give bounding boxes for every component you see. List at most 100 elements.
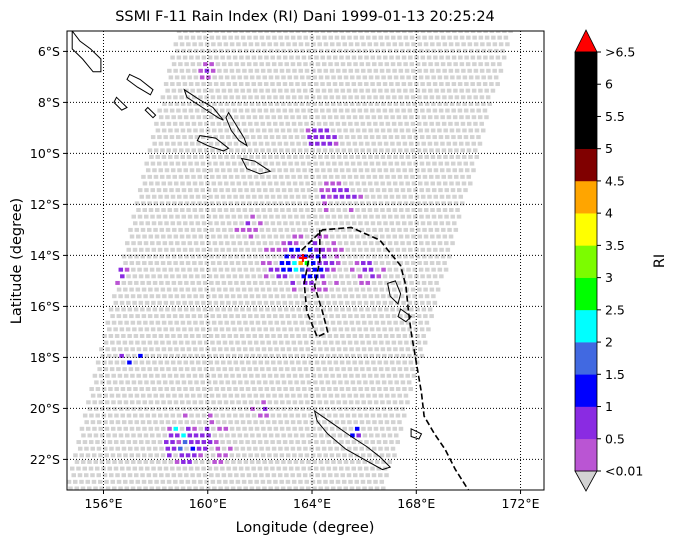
no-rain-cell — [163, 161, 168, 166]
no-rain-cell — [109, 420, 114, 425]
no-rain-cell — [170, 221, 176, 226]
no-rain-cell — [305, 208, 310, 212]
no-rain-cell — [345, 300, 350, 305]
no-rain-cell — [369, 241, 374, 246]
no-rain-cell — [452, 31, 457, 33]
no-rain-cell — [249, 347, 254, 352]
no-rain-cell — [360, 95, 366, 100]
no-rain-cell — [426, 55, 432, 60]
no-rain-cell — [400, 188, 406, 193]
no-rain-cell — [257, 82, 263, 87]
no-rain-cell — [217, 261, 222, 266]
no-rain-cell — [249, 75, 255, 80]
no-rain-cell — [294, 188, 299, 193]
no-rain-cell — [178, 393, 183, 398]
no-rain-cell — [158, 194, 163, 199]
no-rain-cell — [157, 274, 163, 279]
no-rain-cell — [324, 294, 330, 299]
no-rain-cell — [284, 227, 290, 232]
no-rain-cell — [465, 141, 470, 146]
no-rain-cell — [188, 327, 193, 332]
no-rain-cell — [259, 35, 265, 40]
no-rain-cell — [247, 393, 252, 398]
no-rain-cell — [370, 466, 375, 471]
no-rain-cell — [311, 426, 316, 431]
y-tick-label: 12°S — [30, 197, 60, 212]
no-rain-cell — [440, 141, 445, 146]
no-rain-cell — [218, 48, 224, 53]
no-rain-cell — [409, 254, 415, 259]
no-rain-cell — [190, 227, 196, 232]
no-rain-cell — [182, 466, 188, 471]
no-rain-cell — [234, 280, 239, 285]
no-rain-cell — [190, 115, 195, 120]
no-rain-cell — [227, 360, 232, 365]
no-rain-cell — [192, 42, 197, 47]
no-rain-cell — [339, 31, 344, 33]
no-rain-cell — [444, 214, 449, 219]
no-rain-cell — [236, 320, 242, 325]
no-rain-cell — [180, 294, 186, 299]
no-rain-cell — [443, 267, 449, 272]
no-rain-cell — [300, 433, 305, 438]
no-rain-cell — [408, 247, 413, 252]
no-rain-cell — [447, 35, 452, 40]
no-rain-cell — [123, 400, 129, 405]
no-rain-cell — [376, 221, 382, 226]
no-rain-cell — [201, 31, 207, 33]
no-rain-cell — [247, 367, 253, 372]
no-rain-cell — [449, 154, 454, 159]
no-rain-cell — [280, 486, 286, 490]
no-rain-cell — [226, 300, 231, 305]
no-rain-cell — [433, 194, 438, 199]
no-rain-cell — [151, 413, 157, 418]
no-rain-cell — [271, 360, 276, 365]
no-rain-cell — [394, 406, 399, 411]
rain-cell — [381, 267, 386, 272]
no-rain-cell — [143, 320, 148, 325]
no-rain-cell — [183, 194, 188, 199]
no-rain-cell — [413, 188, 418, 193]
no-rain-cell — [195, 247, 200, 252]
no-rain-cell — [459, 62, 465, 67]
no-rain-cell — [191, 340, 196, 345]
no-rain-cell — [458, 55, 463, 60]
no-rain-cell — [316, 201, 321, 206]
no-rain-cell — [255, 373, 260, 378]
no-rain-cell — [186, 373, 191, 378]
no-rain-cell — [505, 42, 510, 47]
no-rain-cell — [154, 287, 159, 292]
no-rain-cell — [338, 327, 344, 332]
no-rain-cell — [270, 274, 275, 279]
no-rain-cell — [315, 62, 321, 67]
no-rain-cell — [323, 68, 329, 73]
no-rain-cell — [427, 141, 433, 146]
no-rain-cell — [87, 433, 92, 438]
no-rain-cell — [309, 307, 314, 312]
no-rain-cell — [278, 420, 283, 425]
no-rain-cell — [326, 221, 332, 226]
no-rain-cell — [414, 274, 419, 279]
no-rain-cell — [326, 440, 332, 445]
no-rain-cell — [368, 433, 374, 438]
no-rain-cell — [417, 68, 422, 73]
no-rain-cell — [431, 188, 437, 193]
no-rain-cell — [251, 135, 256, 140]
no-rain-cell — [290, 62, 296, 67]
no-rain-cell — [147, 420, 152, 425]
no-rain-cell — [277, 360, 282, 365]
no-rain-cell — [408, 221, 413, 226]
no-rain-cell — [185, 148, 190, 153]
no-rain-cell — [185, 340, 190, 345]
no-rain-cell — [186, 320, 192, 325]
rain-cell — [320, 247, 325, 252]
no-rain-cell — [251, 55, 257, 60]
no-rain-cell — [163, 188, 168, 193]
no-rain-cell — [295, 55, 300, 60]
rain-cell — [267, 261, 272, 266]
no-rain-cell — [104, 453, 109, 458]
no-rain-cell — [224, 267, 230, 272]
no-rain-cell — [357, 82, 363, 87]
no-rain-cell — [337, 101, 342, 106]
no-rain-cell — [193, 128, 198, 133]
